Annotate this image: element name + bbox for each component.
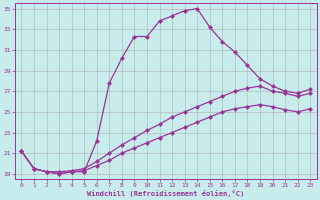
X-axis label: Windchill (Refroidissement éolien,°C): Windchill (Refroidissement éolien,°C): [87, 190, 244, 197]
